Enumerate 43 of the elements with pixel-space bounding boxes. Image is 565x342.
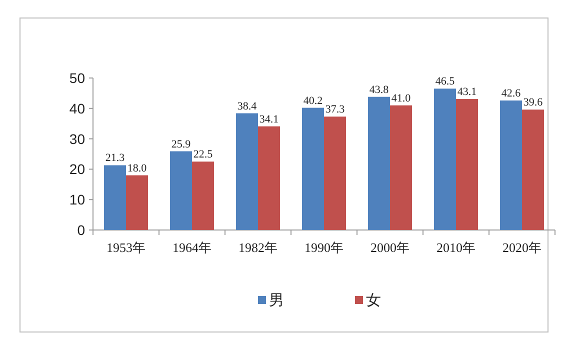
bar	[522, 110, 544, 230]
data-label: 25.9	[171, 138, 192, 150]
y-tick-label: 40	[69, 100, 86, 116]
y-tick-label: 0	[77, 222, 86, 238]
bar	[236, 113, 258, 230]
data-label: 41.0	[391, 92, 412, 104]
bar	[324, 116, 346, 230]
data-label: 38.4	[237, 100, 258, 112]
bar	[434, 88, 456, 230]
data-label: 21.3	[105, 152, 126, 164]
bar	[500, 100, 522, 230]
bar	[126, 175, 148, 230]
y-tick-label: 10	[69, 192, 86, 208]
bar	[104, 165, 126, 230]
bar	[170, 151, 192, 230]
bar	[368, 96, 390, 230]
x-tick-label: 2000年	[370, 240, 410, 255]
bar	[390, 105, 412, 230]
data-label: 46.5	[435, 76, 456, 88]
data-label: 22.5	[193, 148, 214, 161]
y-tick-label: 20	[69, 161, 86, 178]
x-tick-label: 1953年	[106, 240, 146, 255]
x-tick-label: 2010年	[436, 240, 476, 255]
data-label: 43.8	[369, 84, 390, 96]
data-label: 39.6	[523, 96, 544, 109]
bar	[192, 162, 214, 230]
y-tick-label: 50	[69, 70, 86, 86]
legend-label: 男	[269, 292, 284, 309]
data-label: 18.0	[127, 162, 148, 174]
data-label: 42.6	[501, 87, 522, 100]
y-tick-label: 30	[69, 130, 86, 147]
x-tick-label: 1964年	[172, 240, 212, 255]
legend-label: 女	[366, 292, 381, 309]
bar	[302, 108, 324, 230]
data-label: 34.1	[259, 113, 279, 126]
data-label: 37.3	[325, 104, 346, 116]
bar	[456, 98, 478, 230]
data-label: 43.1	[457, 86, 477, 98]
x-tick-label: 2020年	[502, 240, 542, 255]
data-label: 40.2	[303, 94, 323, 107]
x-tick-label: 1982年	[238, 240, 278, 255]
x-tick-label: 1990年	[304, 240, 344, 255]
bar	[258, 126, 280, 230]
